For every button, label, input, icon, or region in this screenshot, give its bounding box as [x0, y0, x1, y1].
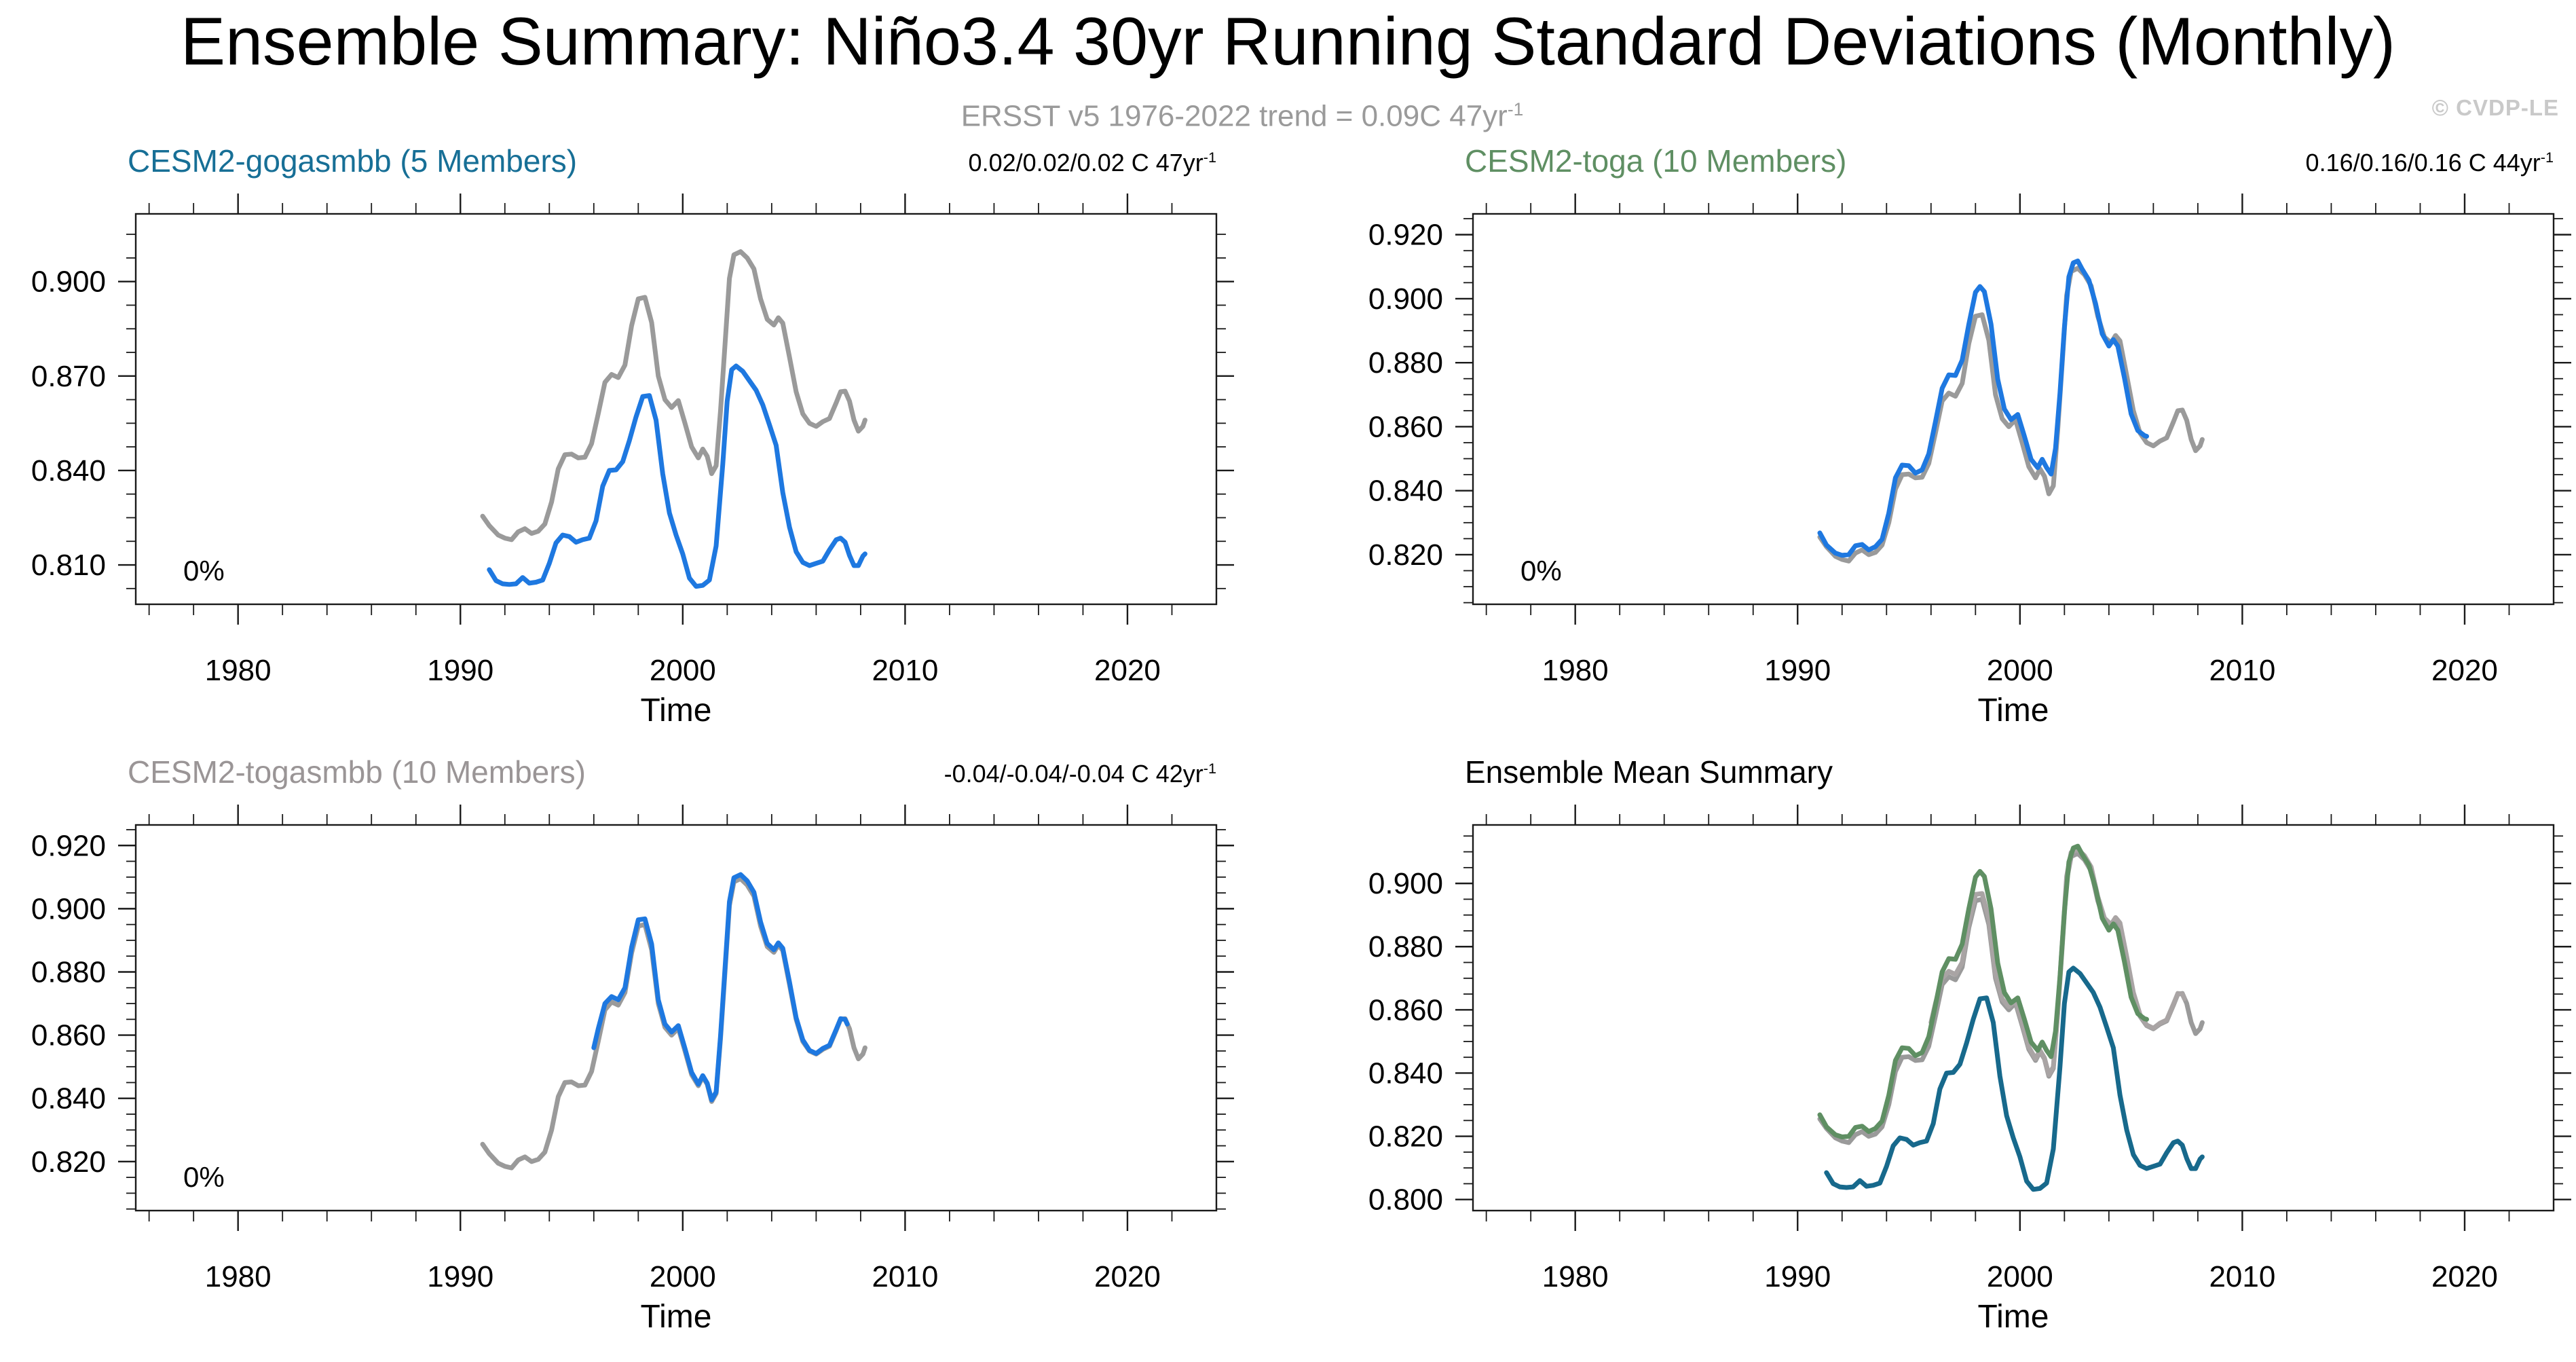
y-tick-label: 0.860 [1368, 410, 1443, 443]
y-tick-label: 0.840 [1368, 475, 1443, 508]
y-tick-label: 0.820 [1368, 538, 1443, 572]
plot-frame [1472, 213, 2555, 606]
y-tick-label: 0.900 [31, 892, 106, 925]
x-tick-label: 2010 [872, 1260, 938, 1293]
inner-percent-label: 0% [183, 555, 225, 587]
panel-title-ensemble-mean-summary: Ensemble Mean Summary [1465, 754, 1833, 790]
x-tick-label: 2000 [1987, 654, 2053, 687]
cvdp-le-watermark: © CVDP-LE [2431, 95, 2559, 120]
x-axis-title: Time [641, 693, 712, 729]
panel-3: 1980 1990 2000 2010 2020 0.800 0.820 0.840 0.860… [1368, 805, 2571, 1335]
plot-frame [1472, 824, 2555, 1212]
x-tick-label: 1980 [205, 1260, 272, 1293]
x-tick-label: 2000 [650, 654, 716, 687]
y-tick-label: 0.840 [31, 1082, 106, 1116]
y-tick-label: 0.820 [1368, 1120, 1443, 1154]
x-tick-label: 2020 [1094, 1260, 1161, 1293]
series-togasmbb_mean [591, 872, 850, 1103]
plot-frame [134, 824, 1218, 1212]
series-gogasmbb_mean [487, 363, 867, 589]
y-tick-label: 0.840 [31, 454, 106, 487]
series-obs_ersst [480, 876, 867, 1171]
x-tick-label: 2020 [1094, 654, 1161, 687]
x-tick-label: 1980 [1542, 654, 1609, 687]
observations-trend-subtitle: ERSST v5 1976-2022 trend = 0.09C 47yr-1 [0, 99, 2484, 134]
x-tick-label: 2010 [2209, 1260, 2275, 1293]
panel-title-cesm2-gogasmbb: CESM2-gogasmbb (5 Members) [128, 143, 578, 179]
x-tick-label: 2000 [650, 1260, 716, 1293]
series-toga_mean [1817, 843, 2149, 1139]
y-tick-label: 0.900 [31, 265, 106, 299]
x-tick-label: 2010 [2209, 654, 2275, 687]
x-tick-label: 1990 [427, 1260, 493, 1293]
trend-label-cesm2-gogasmbb: 0.02/0.02/0.02 C 47yr-1 [968, 149, 1216, 177]
panel-2: 1980 1990 2000 2010 2020 0.820 0.840 0.860 0.880… [31, 805, 1234, 1335]
x-axis-title: Time [1978, 693, 2049, 729]
y-tick-label: 0.870 [31, 360, 106, 393]
y-tick-label: 0.820 [31, 1145, 106, 1179]
series-obs_ersst [1817, 851, 2205, 1145]
panel-1: 1980 1990 2000 2010 2020 0.820 0.840 0.860 0.880… [1368, 194, 2571, 729]
plot-frame [134, 213, 1218, 606]
y-tick-label: 0.800 [1368, 1183, 1443, 1217]
y-tick-label: 0.880 [1368, 346, 1443, 380]
x-axis-title: Time [641, 1299, 712, 1335]
y-tick-label: 0.920 [31, 829, 106, 862]
y-tick-label: 0.860 [31, 1019, 106, 1052]
series-gogasmbb_mean [1824, 965, 2205, 1192]
series-obs_ersst [480, 249, 867, 542]
x-tick-label: 2010 [872, 654, 938, 687]
series-obs_ersst [1817, 265, 2205, 564]
x-tick-label: 2000 [1987, 1260, 2053, 1293]
y-tick-label: 0.880 [1368, 930, 1443, 963]
y-tick-label: 0.920 [1368, 219, 1443, 252]
panel-title-cesm2-togasmbb: CESM2-togasmbb (10 Members) [128, 754, 586, 790]
y-tick-label: 0.900 [1368, 867, 1443, 900]
inner-percent-label: 0% [183, 1161, 225, 1193]
inner-percent-label: 0% [1520, 555, 1562, 587]
y-tick-label: 0.860 [1368, 993, 1443, 1027]
x-tick-label: 2020 [2431, 654, 2498, 687]
figure-title: Ensemble Summary: Niño3.4 30yr Running S… [180, 3, 2396, 79]
x-tick-label: 1990 [427, 654, 493, 687]
x-tick-label: 2020 [2431, 1260, 2498, 1293]
panel-0: 1980 1990 2000 2010 2020 0.810 0.840 0.870 0.900… [31, 194, 1234, 729]
subtitle-text: ERSST v5 1976-2022 trend = 0.09C 47yr [960, 99, 1508, 133]
y-tick-label: 0.900 [1368, 282, 1443, 316]
trend-label-cesm2-togasmbb: -0.04/-0.04/-0.04 C 42yr-1 [944, 760, 1216, 788]
panel-title-cesm2-toga: CESM2-toga (10 Members) [1465, 143, 1847, 179]
trend-label-cesm2-toga: 0.16/0.16/0.16 C 44yr-1 [2305, 149, 2554, 177]
y-tick-label: 0.840 [1368, 1056, 1443, 1090]
x-tick-label: 1990 [1764, 1260, 1831, 1293]
y-tick-label: 0.810 [31, 549, 106, 582]
x-tick-label: 1980 [1542, 1260, 1609, 1293]
subtitle-superscript: -1 [1507, 99, 1524, 119]
x-tick-label: 1980 [205, 654, 272, 687]
series-toga_mean [1817, 258, 2149, 558]
x-axis-title: Time [1978, 1299, 2049, 1335]
y-tick-label: 0.880 [31, 955, 106, 989]
x-tick-label: 1990 [1764, 654, 1831, 687]
